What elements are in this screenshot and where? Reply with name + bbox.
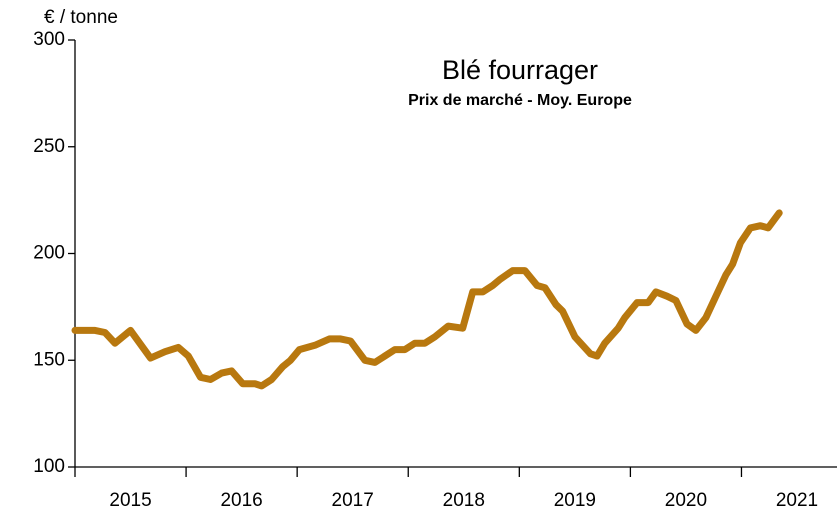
x-tick-label: 2020	[665, 490, 707, 511]
x-tick-label: 2015	[109, 490, 151, 511]
y-tick-label: 250	[33, 136, 65, 157]
x-tick-label: 2016	[220, 490, 262, 511]
price-line	[71, 209, 783, 390]
chart-title: Blé fourrager	[442, 55, 598, 85]
chart-subtitle: Prix de marché - Moy. Europe	[408, 92, 632, 109]
y-tick-label: 150	[33, 349, 65, 370]
y-tick-label: 300	[33, 29, 65, 50]
x-tick-label: 2019	[554, 490, 596, 511]
y-tick-label: 200	[33, 243, 65, 264]
y-tick-label: 100	[33, 456, 65, 477]
x-tick-label: 2021	[776, 490, 818, 511]
x-tick-label: 2017	[332, 490, 374, 511]
x-tick-label: 2018	[443, 490, 485, 511]
y-axis-label: € / tonne	[44, 7, 118, 28]
